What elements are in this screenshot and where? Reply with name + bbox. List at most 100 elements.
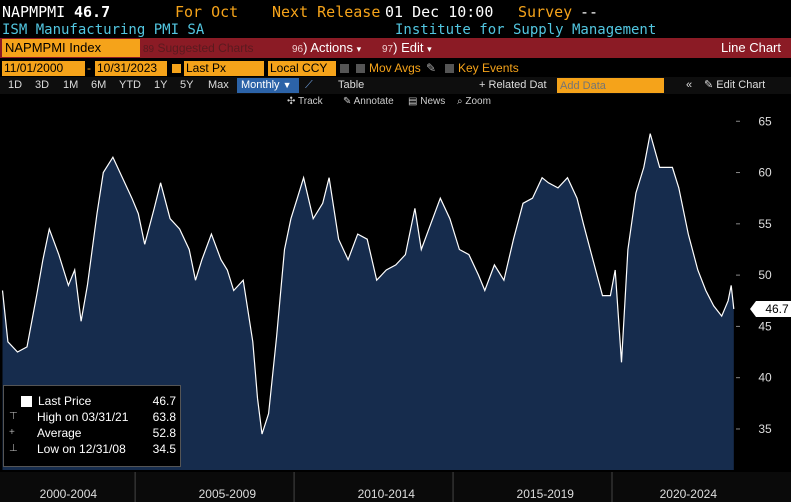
ticker-field[interactable]: NAPMPMI Index — [2, 39, 140, 57]
average-marker-icon: + — [9, 427, 15, 438]
next-release-value: 01 Dec 10:00 — [385, 3, 494, 21]
chevron-down-icon: ▾ — [356, 44, 362, 54]
frequency-label: Monthly — [241, 79, 280, 91]
y-tick-label: 55 — [758, 217, 772, 231]
edit-chart-label: Edit Chart — [716, 79, 766, 91]
legend-average-label: Average — [37, 426, 82, 440]
range-button-5y[interactable]: 5Y — [180, 79, 194, 91]
ticker-symbol: NAPMPMI — [2, 3, 66, 21]
legend-low-label: Low on 12/31/08 — [37, 442, 126, 456]
price-field[interactable]: Last Px — [184, 61, 264, 76]
plus-icon: + — [479, 79, 486, 91]
legend-swatch-icon — [21, 396, 32, 407]
track-label: Track — [298, 96, 323, 107]
edit-number: 97 — [382, 44, 394, 55]
date-separator: - — [87, 61, 91, 75]
currency-dropdown-icon[interactable] — [340, 64, 349, 73]
zoom-label: Zoom — [465, 96, 491, 107]
range-button-3d[interactable]: 3D — [35, 79, 50, 91]
legend-high-value: 63.8 — [152, 410, 176, 424]
mov-avgs-checkbox[interactable] — [356, 64, 365, 73]
period-label: For Oct — [175, 3, 239, 21]
chart-toolbar: NAPMPMI Index 89 Suggested Charts 96) Ac… — [0, 38, 791, 58]
y-tick-label: 35 — [758, 422, 772, 436]
security-header-row: NAPMPMI 46.7 For Oct Next Release 01 Dec… — [0, 0, 791, 22]
y-tick-label: 45 — [758, 319, 772, 333]
range-button-max[interactable]: Max — [208, 79, 229, 91]
line-chart-icon[interactable]: ⟋ — [305, 79, 313, 91]
key-events-label[interactable]: Key Events — [458, 61, 519, 75]
series-line — [1, 133, 735, 435]
pencil-icon: ✎ — [704, 79, 714, 91]
edit-label: Edit — [401, 40, 424, 55]
pencil-icon[interactable]: ✎ — [426, 61, 437, 75]
table-button[interactable]: Table — [338, 79, 365, 91]
edit-chart-button[interactable]: ✎ Edit Chart — [704, 78, 765, 93]
low-marker-icon: ⊥ — [9, 443, 18, 454]
collapse-left-icon[interactable]: « — [686, 79, 693, 91]
news-tool[interactable]: ▤ News — [408, 95, 445, 108]
legend-average-value: 52.8 — [152, 426, 176, 440]
legend-average: + Average 52.8 — [4, 425, 180, 441]
range-button-1y[interactable]: 1Y — [154, 79, 168, 91]
range-button-ytd[interactable]: YTD — [119, 79, 141, 91]
annotate-label: Annotate — [353, 96, 394, 107]
pmi-line-chart[interactable]: 35 40 45 50 55 60 65 46.7 2000-2004 2005-2009 201… — [0, 109, 791, 502]
x-tick-label: 2015-2019 — [517, 487, 575, 501]
suggested-charts-button[interactable]: 89 Suggested Charts — [143, 40, 254, 58]
edit-menu-button[interactable]: 97) Edit ▾ — [380, 39, 432, 57]
zoom-icon: ⌕ — [457, 96, 463, 107]
add-data-input[interactable] — [557, 78, 664, 93]
ticker-value: 46.7 — [74, 3, 111, 21]
related-data-label: Related Dat — [488, 79, 547, 91]
chevron-down-icon: ▾ — [427, 44, 432, 54]
x-tick-label: 2020-2024 — [660, 487, 718, 501]
actions-label: Actions — [310, 40, 354, 55]
y-tick-label: 40 — [758, 371, 772, 385]
start-date-field[interactable]: 11/01/2000 — [2, 61, 85, 76]
security-source: Institute for Supply Management — [395, 22, 657, 38]
suggested-charts-label: Suggested Charts — [157, 41, 254, 55]
track-tool[interactable]: ✣ Track — [287, 95, 323, 108]
legend-last-price: Last Price 46.7 — [4, 393, 180, 409]
range-bar: 1D 3D 1M 6M YTD 1Y 5Y Max Monthly ▼ ⟋ Ta… — [0, 77, 791, 94]
x-tick-label: 2010-2014 — [358, 487, 416, 501]
legend-last-value: 46.7 — [152, 394, 176, 408]
x-axis-band — [0, 472, 791, 502]
actions-number: 96 — [292, 44, 304, 55]
range-button-1m[interactable]: 1M — [63, 79, 79, 91]
annotate-tool[interactable]: ✎ Annotate — [343, 95, 394, 108]
y-tick-label: 60 — [758, 166, 772, 180]
currency-field[interactable]: Local CCY — [268, 61, 336, 76]
y-tick-label: 65 — [758, 114, 772, 128]
range-button-1d[interactable]: 1D — [8, 79, 23, 91]
end-date-field[interactable]: 10/31/2023 — [95, 61, 167, 76]
chart-type-label: Line Chart — [721, 40, 781, 55]
mov-avgs-label[interactable]: Mov Avgs — [369, 61, 421, 75]
chart-tools-row: ✣ Track ✎ Annotate ▤ News ⌕ Zoom — [0, 94, 791, 109]
y-tick-label: 50 — [758, 268, 772, 282]
key-events-checkbox[interactable] — [445, 64, 454, 73]
security-description: ISM Manufacturing PMI SA — [2, 22, 205, 38]
zoom-tool[interactable]: ⌕ Zoom — [457, 95, 491, 108]
security-description-row: ISM Manufacturing PMI SA Institute for S… — [0, 21, 791, 39]
frequency-dropdown[interactable]: Monthly ▼ — [237, 78, 299, 93]
news-label: News — [420, 96, 446, 107]
news-icon: ▤ — [408, 96, 418, 107]
chart-legend: Last Price 46.7 ⊤ High on 03/31/21 63.8 … — [3, 385, 181, 467]
last-value-tag — [750, 300, 791, 317]
crosshair-icon: ✣ — [287, 96, 296, 107]
actions-menu-button[interactable]: 96) Actions ▾ — [290, 39, 361, 57]
chevron-down-icon: ▼ — [282, 80, 292, 90]
survey-label: Survey — [518, 3, 573, 21]
range-button-6m[interactable]: 6M — [91, 79, 107, 91]
legend-low-value: 34.5 — [152, 442, 176, 456]
legend-high: ⊤ High on 03/31/21 63.8 — [4, 409, 180, 425]
calendar-icon[interactable] — [172, 64, 181, 73]
related-data-button[interactable]: + Related Dat — [479, 78, 547, 93]
x-tick-label: 2000-2004 — [40, 487, 98, 501]
right-paren-icon: ) — [393, 40, 398, 55]
annotate-icon: ✎ — [343, 96, 352, 107]
x-axis: 2000-2004 2005-2009 2010-2014 2015-2019 2020… — [0, 472, 791, 502]
legend-low: ⊥ Low on 12/31/08 34.5 — [4, 441, 180, 457]
